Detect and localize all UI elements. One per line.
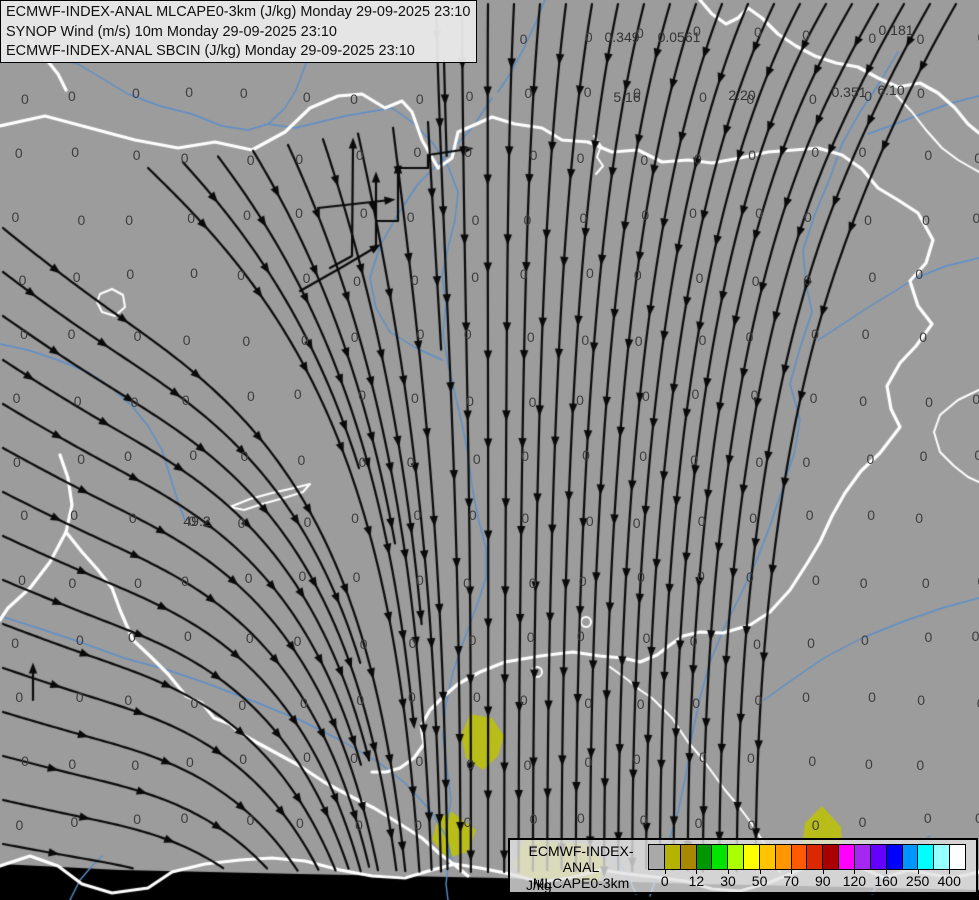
legend-tick [791, 870, 793, 874]
legend-units-label: J/kg [526, 877, 552, 893]
legend-swatch [949, 845, 965, 869]
legend-tick [886, 870, 887, 874]
legend-tick [822, 870, 824, 874]
map-title-box: ECMWF-INDEX-ANAL MLCAPE0-3km (J/kg) Mond… [0, 0, 477, 63]
colorbar-legend: ECMWF-INDEX-ANAL MLCAPE0-3km J/kg 0 12 30 5… [508, 838, 978, 894]
legend-tick-label: 120 [842, 873, 867, 889]
legend-tick-label: 70 [783, 873, 799, 889]
legend-title-line-2: MLCAPE0-3km [532, 875, 630, 891]
legend-tick-label: 160 [874, 873, 898, 889]
legend-swatch-row [648, 844, 966, 870]
legend-tick-label: 400 [937, 873, 961, 889]
legend-swatch [743, 845, 759, 869]
map-title-line-3: ECMWF-INDEX-ANAL SBCIN (J/kg) Monday 29-… [6, 43, 415, 59]
legend-swatch [806, 845, 823, 869]
legend-tick-label: 30 [720, 873, 736, 889]
legend-swatch [853, 845, 870, 869]
legend-tick [696, 870, 698, 874]
legend-swatch [649, 845, 664, 869]
legend-swatch [663, 845, 680, 869]
legend-swatch [790, 845, 807, 869]
legend-tick-label: 0 [660, 873, 669, 889]
legend-swatch [727, 845, 744, 869]
legend-tick-label: 50 [751, 873, 768, 889]
legend-tick [759, 870, 761, 874]
legend-tick-label: 12 [688, 873, 705, 889]
legend-tick [949, 870, 951, 874]
legend-swatch [711, 845, 728, 869]
map-title-line-2: SYNOP Wind (m/s) 10m Monday 29-09-2025 2… [6, 23, 337, 40]
legend-tick [664, 870, 666, 874]
legend-tick [854, 870, 856, 874]
map-title-line-1: ECMWF-INDEX-ANAL MLCAPE0-3km (J/kg) Mond… [6, 4, 471, 20]
legend-swatch [901, 845, 918, 869]
legend-swatch [917, 845, 934, 869]
legend-swatch [679, 845, 696, 869]
legend-title: ECMWF-INDEX-ANAL MLCAPE0-3km [516, 843, 646, 891]
legend-tick-label: 250 [905, 873, 930, 889]
legend-tick [728, 870, 729, 874]
legend-tick [917, 870, 919, 874]
legend-swatch [838, 845, 854, 869]
legend-swatch [885, 845, 902, 869]
legend-swatch [822, 845, 839, 869]
legend-swatch [933, 845, 950, 869]
legend-title-line-1: ECMWF-INDEX-ANAL [528, 843, 634, 875]
legend-swatch [695, 845, 712, 869]
legend-tick-label: 90 [815, 873, 831, 889]
legend-swatch [758, 845, 775, 869]
legend-swatch [869, 845, 886, 869]
legend-swatch [774, 845, 791, 869]
